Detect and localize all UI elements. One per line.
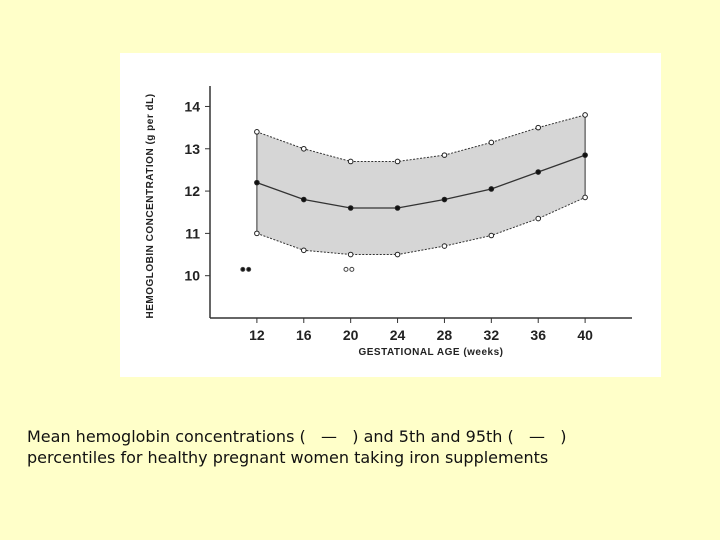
legend-marker-filled [240,266,246,272]
data-point-95th [347,158,354,165]
x-tick-label: 24 [390,327,406,343]
data-point-95th [488,139,495,146]
y-tick-label: 13 [184,141,200,157]
data-point-mean [535,169,542,175]
y-tick-label: 14 [184,98,200,114]
data-point-5th [254,230,260,237]
chart-svg: 10 11 12 13 14 12 16 20 24 28 32 36 40 GESTATIONAL A… [145,86,632,358]
data-point-mean [582,152,588,158]
x-tick-label: 32 [484,327,500,343]
data-point-5th [300,247,307,254]
legend-marker-open [349,266,355,272]
data-point-95th [300,145,307,152]
figure-caption: Mean hemoglobin concentrations ( — ) and… [27,426,707,468]
data-point-5th [394,251,401,258]
y-tick-label: 10 [184,268,200,284]
data-point-mean [254,179,260,186]
x-tick-label: 20 [343,327,359,343]
data-point-95th [394,158,401,165]
y-tick-label: 11 [185,225,200,241]
data-point-mean [441,196,448,203]
series-lines [256,114,586,256]
x-axis-label: GESTATIONAL AGE (weeks) [358,347,503,358]
data-points [240,112,588,272]
percentile-band [256,114,586,255]
series-line-mean [256,154,586,209]
tick-labels: 10 11 12 13 14 12 16 20 24 28 32 36 40 [184,98,593,343]
legend-marker-open [343,266,349,272]
data-point-5th [347,251,354,258]
y-tick-label: 12 [184,183,200,199]
x-tick-label: 12 [249,327,265,343]
data-point-mean [347,205,354,211]
data-point-mean [394,205,401,211]
series-line-5th [256,196,586,256]
data-point-5th [441,243,448,249]
data-point-95th [535,124,542,131]
x-tick-label: 36 [530,327,546,343]
caption-line-2: percentiles for healthy pregnant women t… [27,448,549,467]
y-axis-label: HEMOGLOBIN CONCENTRATION (g per dL) [145,93,156,318]
data-point-5th [535,215,542,222]
x-tick-label: 28 [437,327,453,343]
series-line-95th [256,114,586,162]
data-point-5th [582,194,588,201]
chart-figure: 10 11 12 13 14 12 16 20 24 28 32 36 40 GESTATIONAL A… [120,53,661,377]
axes [205,86,632,323]
data-point-5th [488,232,495,239]
caption-line-1: Mean hemoglobin concentrations ( — ) and… [27,427,567,446]
x-tick-label: 40 [577,327,593,343]
data-point-95th [441,152,448,158]
data-point-95th [254,129,260,135]
data-point-mean [300,196,307,203]
data-point-95th [582,112,588,118]
legend-marker-filled [246,266,252,272]
band-area [256,114,586,255]
data-point-mean [488,186,495,192]
x-tick-label: 16 [296,327,312,343]
